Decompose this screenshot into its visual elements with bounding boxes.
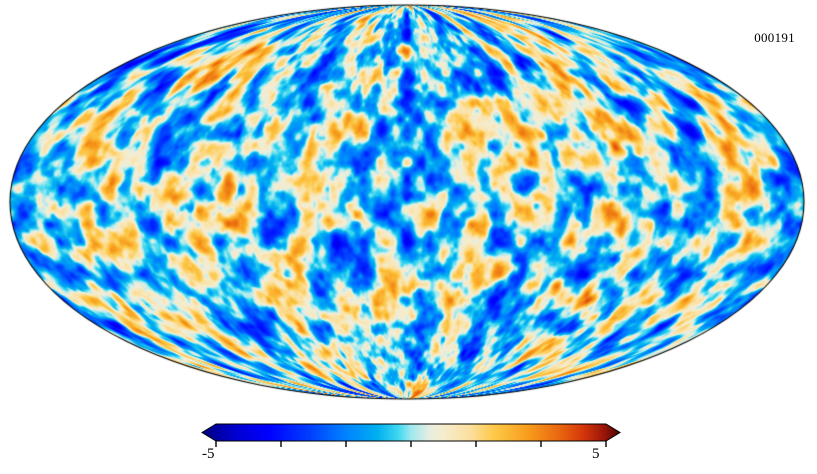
colorbar-gradient-bar <box>201 423 621 442</box>
colorbar: -5 5 <box>0 418 817 474</box>
colorbar-min-label: -5 <box>202 446 215 462</box>
colorbar-svg <box>201 423 621 447</box>
corner-index-label: 000191 <box>754 30 795 45</box>
colorbar-max-label: 5 <box>592 446 600 462</box>
colorbar-ticks <box>215 441 607 447</box>
sky-map-mollweide <box>0 0 817 410</box>
